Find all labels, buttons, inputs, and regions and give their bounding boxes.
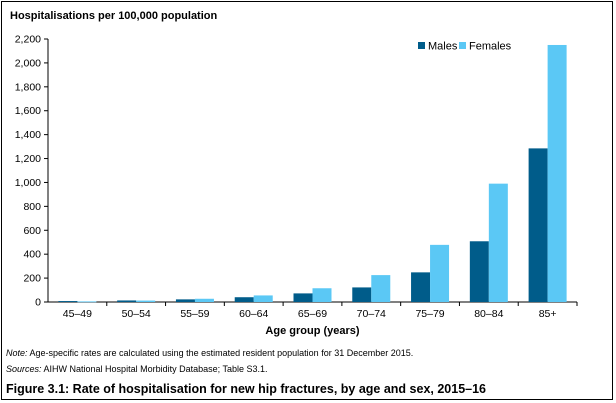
figure-caption: Figure 3.1: Rate of hospitalisation for … — [6, 382, 487, 396]
legend-swatch-females — [459, 42, 466, 49]
y-tick-label: 600 — [23, 225, 41, 237]
y-tick-label: 2,200 — [15, 34, 41, 46]
bar-females-1 — [136, 300, 156, 302]
x-tick-label: 60–64 — [239, 308, 268, 320]
y-tick-label: 2,000 — [15, 57, 41, 69]
legend-label-females: Females — [469, 41, 512, 53]
bar-males-0 — [58, 301, 78, 302]
bar-females-0 — [77, 301, 97, 303]
bar-males-8 — [528, 148, 548, 302]
x-axis-title: Age group (years) — [265, 325, 359, 337]
bar-females-3 — [253, 295, 273, 302]
sources-label: Sources: — [6, 364, 42, 374]
y-tick-label: 200 — [23, 273, 41, 285]
x-tick-label: 70–74 — [357, 308, 386, 320]
note-text: Age-specific rates are calculated using … — [27, 348, 414, 358]
x-tick-label: 50–54 — [122, 308, 151, 320]
x-tick-label: 65–69 — [298, 308, 327, 320]
bar-males-4 — [293, 293, 313, 302]
y-tick-label: 400 — [23, 249, 41, 261]
x-tick-label: 55–59 — [180, 308, 209, 320]
legend-swatch-males — [418, 42, 425, 49]
y-tick-label: 0 — [35, 297, 41, 309]
bar-females-7 — [488, 183, 508, 302]
sources-text: AIHW National Hospital Morbidity Databas… — [41, 364, 268, 374]
sources-line: Sources: AIHW National Hospital Morbidit… — [6, 364, 267, 374]
legend-label-males: Males — [428, 41, 458, 53]
note-label: Note: — [6, 348, 28, 358]
bar-males-7 — [469, 241, 489, 302]
bar-females-8 — [547, 44, 567, 303]
bar-males-5 — [352, 287, 372, 302]
y-tick-label: 1,800 — [15, 81, 41, 93]
y-tick-label: 1,200 — [15, 153, 41, 165]
bar-females-2 — [194, 298, 214, 302]
y-tick-label: 1,600 — [15, 105, 41, 117]
bar-females-6 — [430, 244, 450, 302]
y-axis-title: Hospitalisations per 100,000 population — [10, 10, 218, 22]
note-line: Note: Age-specific rates are calculated … — [6, 348, 413, 358]
bar-males-3 — [234, 297, 254, 302]
bar-males-6 — [411, 272, 431, 302]
x-tick-label: 45–49 — [63, 308, 92, 320]
bar-males-1 — [117, 300, 137, 302]
x-tick-label: 75–79 — [415, 308, 444, 320]
y-tick-label: 800 — [23, 201, 41, 213]
bar-males-2 — [175, 299, 195, 302]
x-tick-label: 85+ — [539, 308, 557, 320]
bar-females-4 — [312, 288, 332, 302]
y-tick-label: 1,400 — [15, 129, 41, 141]
y-tick-label: 1,000 — [15, 177, 41, 189]
x-tick-label: 80–84 — [474, 308, 503, 320]
bar-females-5 — [371, 275, 391, 302]
